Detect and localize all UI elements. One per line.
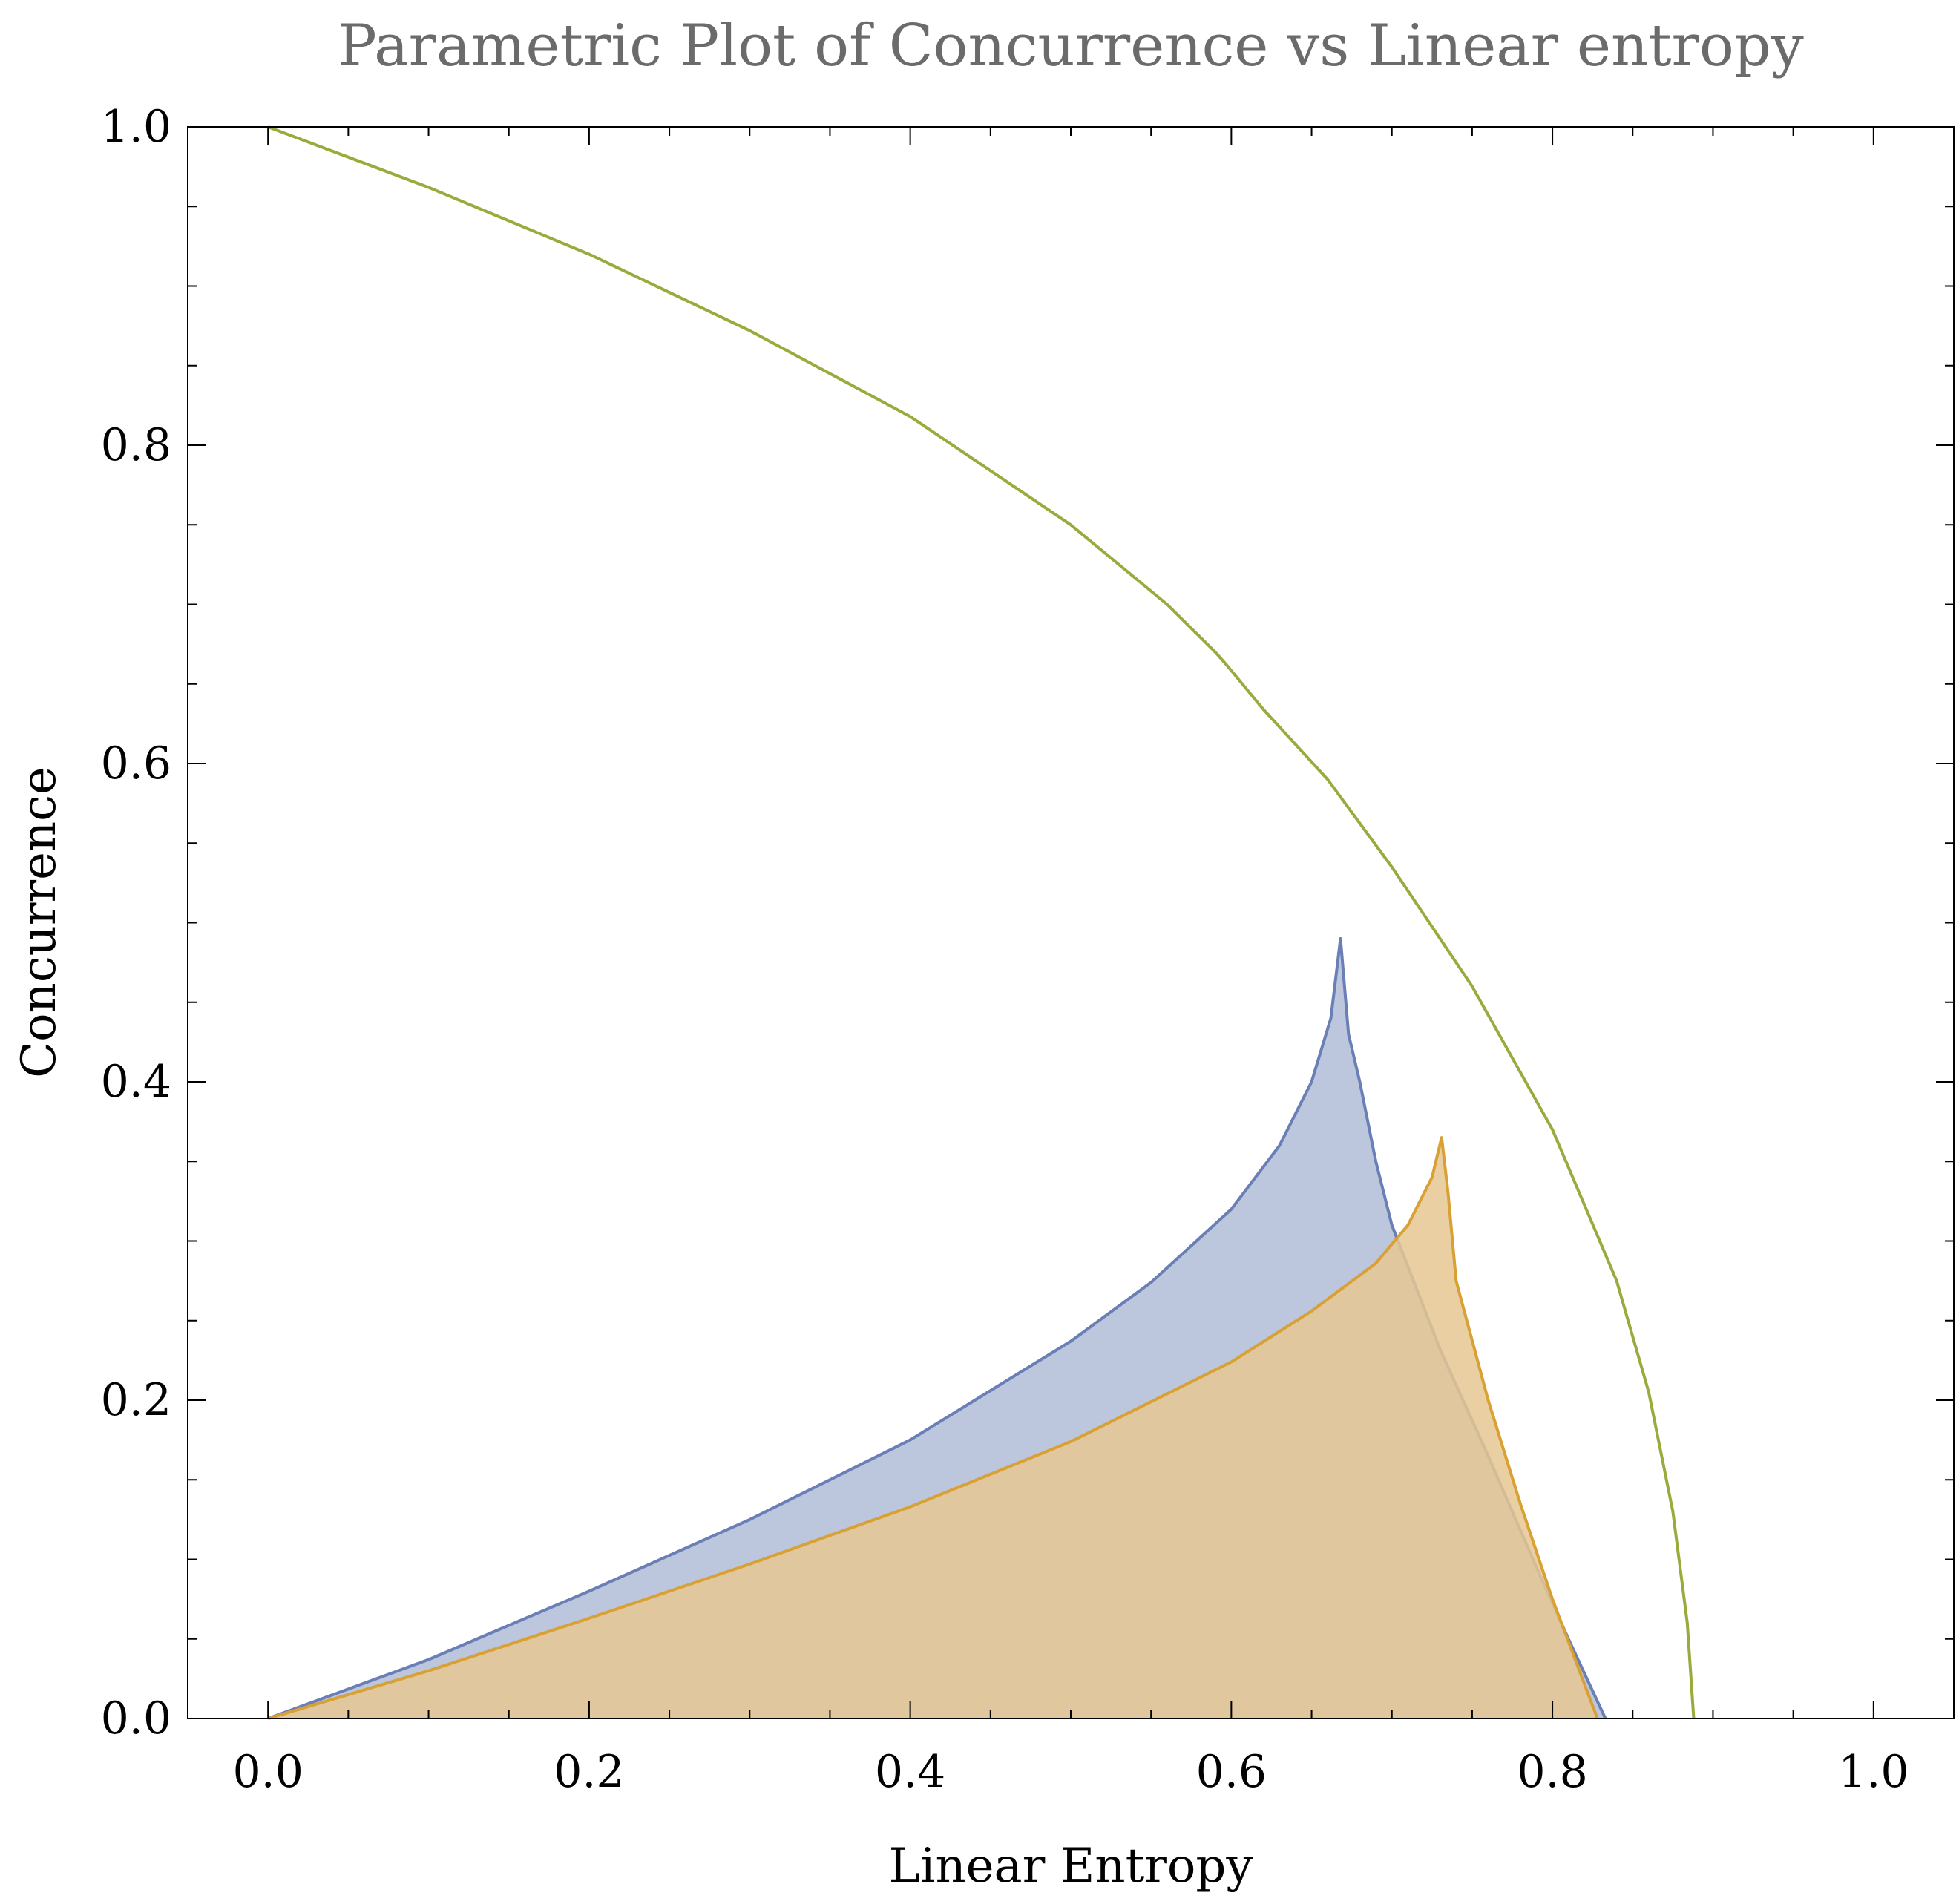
y-tick-label: 0.2: [101, 1374, 171, 1426]
axes: 0.0 0.2 0.4 0.6 0.8 1.0 0.0 0.2 0.4 0.6 0.8 1.0: [101, 101, 1955, 1798]
y-axis-label: Concurrence: [12, 766, 67, 1078]
x-tick-label: 0.6: [1196, 1746, 1267, 1798]
series-1-boundary: [267, 1136, 1599, 1720]
x-tick-label: 0.2: [554, 1746, 624, 1798]
y-tick-label: 0.0: [101, 1693, 171, 1744]
x-axis-label: Linear Entropy: [888, 1839, 1253, 1894]
series-1-area: [268, 1138, 1598, 1718]
plot-area: [267, 125, 1696, 1720]
x-tick-label: 0.0: [232, 1746, 303, 1798]
chart-title: Parametric Plot of Concurrence vs Linear…: [338, 13, 1804, 79]
x-tick-label: 0.4: [875, 1746, 945, 1798]
y-tick-label: 1.0: [101, 101, 171, 153]
y-tick-label: 0.4: [101, 1056, 171, 1108]
x-tick-label: 0.8: [1517, 1746, 1587, 1798]
x-tick-label: 1.0: [1838, 1746, 1909, 1798]
y-tick-label: 0.8: [101, 419, 171, 471]
y-tick-label: 0.6: [101, 738, 171, 789]
series-2-line: [267, 125, 1696, 1719]
